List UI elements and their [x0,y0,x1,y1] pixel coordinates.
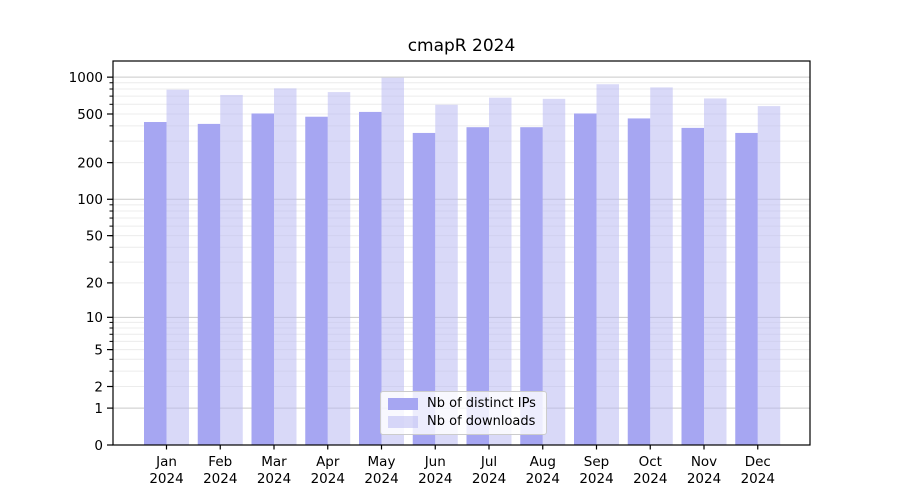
legend-swatch-distinct-ips [388,398,418,410]
x-tick-label-month: Aug [530,454,556,470]
bar-distinct-ips-nov [681,127,704,445]
bar-downloads-jun [435,104,458,445]
x-tick-label-year: 2024 [526,471,560,487]
x-tick-label-year: 2024 [418,471,452,487]
x-tick-label-year: 2024 [741,471,775,487]
bar-distinct-ips-sep [574,113,597,446]
x-tick-label-year: 2024 [687,471,721,487]
bar-downloads-apr [327,92,351,445]
bar-downloads-nov [704,98,727,445]
y-tick-label: 1000 [69,70,103,86]
bar-distinct-ips-aug [520,127,543,445]
legend-item: Nb of downloads [388,414,536,430]
x-tick-label-year: 2024 [149,471,183,487]
bar-downloads-jan [166,89,189,445]
x-tick-label-month: Jul [480,454,497,470]
x-tick-label-year: 2024 [472,471,506,487]
y-tick-label: 10 [86,310,103,326]
bar-distinct-ips-feb [197,123,221,445]
x-tick-label-year: 2024 [257,471,291,487]
bar-distinct-ips-oct [627,118,651,445]
y-tick-label: 0 [94,438,103,454]
x-tick-label-year: 2024 [203,471,237,487]
x-tick-label-year: 2024 [311,471,345,487]
bar-downloads-aug [542,98,566,446]
legend-item: Nb of distinct IPs [388,396,536,412]
x-tick-label-month: Feb [208,454,232,470]
bar-downloads-jul [489,97,512,446]
legend-label: Nb of distinct IPs [427,396,536,411]
x-tick-label-month: Nov [691,454,717,470]
y-tick-label: 50 [86,228,103,244]
x-tick-label-month: Dec [745,454,771,470]
x-tick-label-month: Apr [316,454,340,470]
x-tick-label-month: Sep [584,454,609,470]
bar-distinct-ips-jun [412,132,436,445]
bar-downloads-feb [220,94,243,445]
bar-downloads-dec [757,106,781,446]
bar-downloads-sep [596,84,619,445]
y-tick-label: 5 [94,342,103,358]
y-tick-label: 100 [77,192,103,208]
x-tick-label-month: Oct [639,454,662,470]
y-tick-label: 500 [77,107,103,123]
bar-downloads-may [381,77,404,446]
bar-distinct-ips-jul [466,127,489,445]
x-tick-label-month: Mar [261,454,287,470]
bar-distinct-ips-apr [305,116,328,445]
legend-label: Nb of downloads [427,414,536,429]
bar-downloads-mar [274,88,297,446]
y-tick-label: 200 [77,155,103,171]
x-tick-label-year: 2024 [579,471,613,487]
chart-title: cmapR 2024 [407,36,516,56]
legend: Nb of distinct IPs Nb of downloads [380,391,547,435]
y-tick-label: 1 [94,401,103,417]
legend-swatch-downloads [388,416,418,428]
bar-distinct-ips-dec [735,132,758,445]
bar-downloads-oct [650,87,673,446]
y-tick-label: 20 [86,276,103,292]
x-tick-label-year: 2024 [633,471,667,487]
bar-distinct-ips-mar [251,113,274,446]
x-tick-label-year: 2024 [364,471,398,487]
bar-distinct-ips-jan [144,122,167,445]
x-tick-label-month: Jun [424,454,446,470]
y-tick-label: 2 [94,379,103,395]
x-tick-label-month: May [368,454,396,470]
axes-spines [112,60,811,446]
bar-distinct-ips-may [359,111,382,445]
x-tick-label-month: Jan [155,454,177,470]
